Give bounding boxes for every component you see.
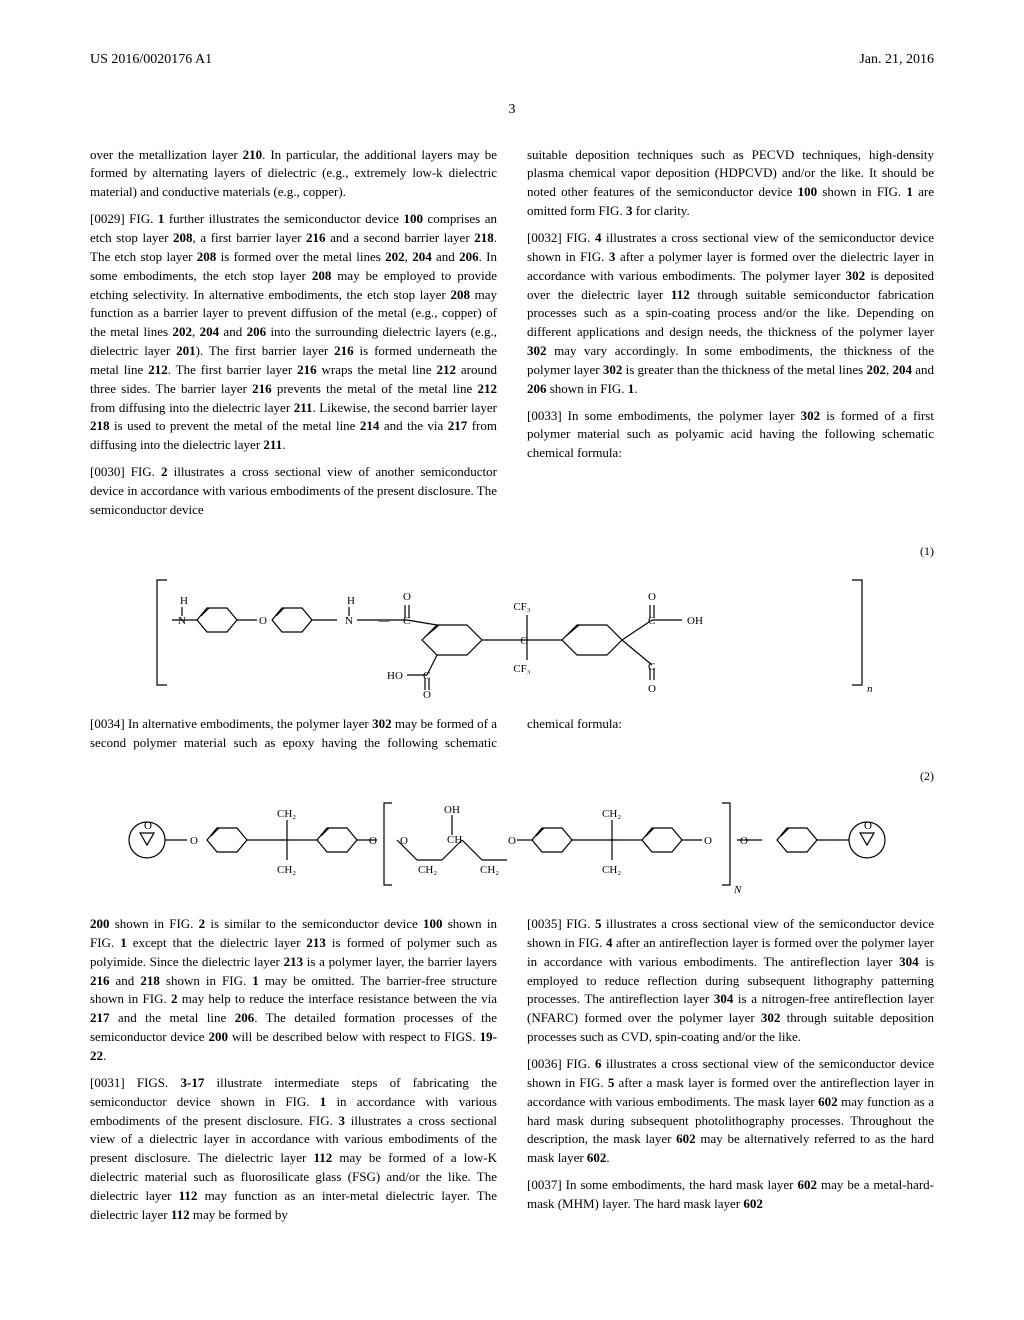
- chem1-Cmid: C: [520, 635, 527, 647]
- chem2-O3: O: [508, 835, 516, 847]
- svg-text:—: —: [378, 615, 391, 627]
- chem1-Oright: O: [648, 591, 656, 603]
- chem2-O2: O: [400, 835, 408, 847]
- paragraph-cont-200: 200 shown in FIG. 2 is similar to the se…: [90, 915, 497, 1066]
- chem2-CH: CH: [447, 834, 462, 846]
- page: US 2016/0020176 A1 Jan. 21, 2016 3 over …: [0, 0, 1024, 1320]
- chem1-N1: N: [178, 615, 186, 627]
- chem2-OH: OH: [444, 804, 460, 816]
- chem2-N: N: [733, 884, 742, 896]
- chem1-n: n: [867, 683, 872, 695]
- chem2-CH2a: CH₂: [277, 808, 296, 820]
- paragraph-0032: [0032] FIG. 4 illustrates a cross sectio…: [527, 229, 934, 399]
- paragraph-0031: [0031] FIGS. 3-17 illustrate intermediat…: [90, 1074, 497, 1225]
- formula-1-label: (1): [90, 543, 934, 560]
- chem2-CH2d: CH₂: [480, 864, 499, 876]
- chem1-Obot2: O: [648, 683, 656, 695]
- paragraph-0033: [0033] In some embodiments, the polymer …: [527, 407, 934, 464]
- chem1-H2: H: [347, 595, 355, 607]
- paragraph-0035: [0035] FIG. 5 illustrates a cross sectio…: [527, 915, 934, 1047]
- chem1-O2: O: [403, 591, 411, 603]
- paragraph-col2-top: suitable deposition techniques such as P…: [527, 146, 934, 221]
- chem2-O1: O: [190, 835, 198, 847]
- page-header: US 2016/0020176 A1 Jan. 21, 2016: [90, 50, 934, 70]
- chem1-Obot: O: [423, 689, 431, 700]
- chem2-CH2b: CH₂: [277, 864, 296, 876]
- chemical-formula-1: (1): [90, 543, 934, 700]
- paragraph-0034: [0034] In alternative embodiments, the p…: [90, 715, 934, 753]
- chem2-CH2c: CH₂: [418, 864, 437, 876]
- paragraph-0037: [0037] In some embodiments, the hard mas…: [527, 1176, 934, 1214]
- chem2-O4: O: [704, 835, 712, 847]
- chem1-N2: N: [345, 615, 353, 627]
- body-columns: over the metallization layer 210. In par…: [90, 146, 934, 1233]
- chem2-CH2e: CH₂: [602, 808, 621, 820]
- chem2-CH2f: CH₂: [602, 864, 621, 876]
- chem1-O1: O: [259, 615, 267, 627]
- chem1-HO: HO: [387, 670, 403, 682]
- chem1-Cright: C: [648, 615, 655, 627]
- paragraph-intro: over the metallization layer 210. In par…: [90, 146, 497, 203]
- publication-number: US 2016/0020176 A1: [90, 50, 212, 70]
- page-number: 3: [90, 100, 934, 120]
- paragraph-0029: [0029] FIG. 1 further illustrates the se…: [90, 210, 497, 455]
- chem1-H1: H: [180, 595, 188, 607]
- svg-text:O: O: [369, 835, 377, 847]
- chem1-CF3a: CF₃: [513, 601, 530, 613]
- chem2-O-epox-l: O: [144, 820, 152, 832]
- paragraph-0036: [0036] FIG. 6 illustrates a cross sectio…: [527, 1055, 934, 1168]
- chem1-OH: OH: [687, 615, 703, 627]
- chem-structure-2: O O CH₂ CH₂ O O CH₂ OH CH CH₂ O CH₂ CH₂ …: [122, 785, 902, 900]
- chem1-Cright2: C: [648, 661, 655, 673]
- chem2-O5: O: [740, 835, 748, 847]
- chem1-Cbot: C: [423, 670, 430, 682]
- chemical-formula-2: (2): [90, 768, 934, 900]
- publication-date: Jan. 21, 2016: [859, 50, 934, 70]
- chem2-O-epox-r: O: [864, 820, 872, 832]
- chem-structure-1: H N O H N O — C CF₃ C CF₃ O C OH C: [152, 560, 872, 700]
- formula-2-label: (2): [90, 768, 934, 785]
- paragraph-0030: [0030] FIG. 2 illustrates a cross sectio…: [90, 463, 497, 520]
- chem1-C1: C: [403, 615, 410, 627]
- chem1-CF3b: CF₃: [513, 663, 530, 675]
